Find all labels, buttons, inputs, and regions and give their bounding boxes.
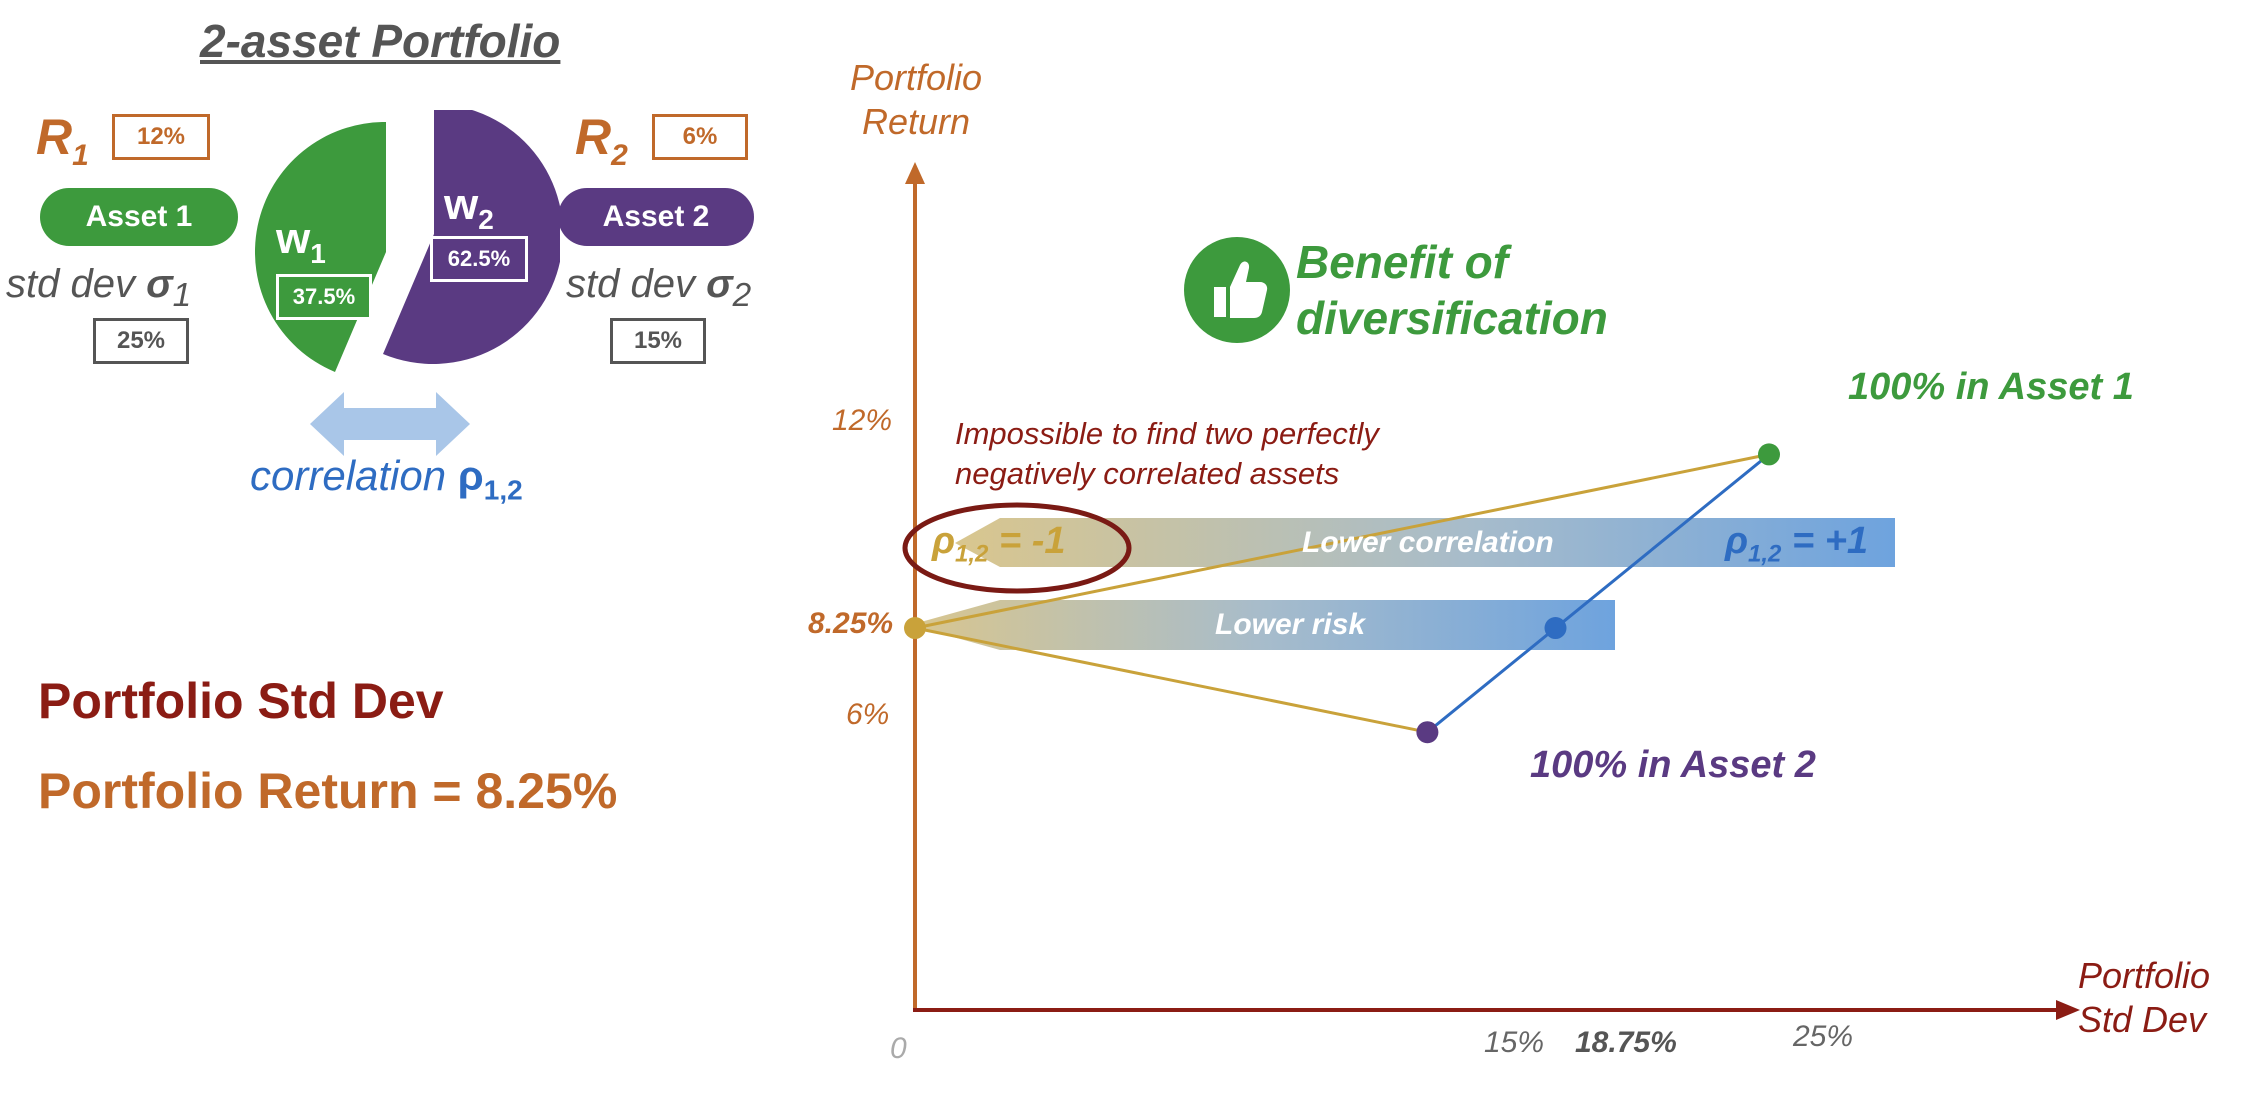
asset2-std-box: 15% — [610, 318, 706, 364]
correlation-label: correlation ρ1,2 — [250, 452, 523, 506]
asset2-return-box: 6% — [652, 114, 748, 160]
asset1-point-label: 100% in Asset 1 — [1848, 366, 2134, 408]
asset2-pill: Asset 2 — [558, 188, 754, 246]
x-tick-1875: 18.75% — [1575, 1026, 1677, 1059]
asset2-return-label: R2 — [575, 109, 628, 172]
data-point-0 — [1758, 443, 1780, 466]
y-tick-12: 12% — [832, 404, 893, 437]
asset1-return-label: R1 — [36, 109, 89, 172]
lower-risk-label: Lower risk — [1215, 608, 1366, 641]
asset1-std-box: 25% — [93, 318, 189, 364]
series-line-rho-minus-one — [914, 452, 1770, 734]
y-axis-label: Portfolio Return — [849, 57, 983, 142]
x-axis-label: Portfolio Std Dev — [2078, 955, 2211, 1040]
page-title: 2-asset Portfolio — [200, 15, 561, 67]
benefit-label: Benefit of diversification — [1296, 236, 1608, 344]
lower-correlation-arrow — [955, 518, 1895, 567]
impossible-note: Impossible to find two perfectly negative… — [955, 416, 1379, 491]
asset2-std-label: std dev σ2 — [566, 262, 752, 314]
w1-label: w1 — [276, 214, 326, 269]
rho-minus-one-label: ρ1,2 = -1 — [932, 520, 1066, 568]
x-axis-arrowhead — [2056, 1000, 2080, 1020]
lower-risk-arrow — [910, 600, 1615, 650]
y-tick-6: 6% — [846, 698, 890, 731]
w2-label: w2 — [444, 180, 494, 235]
asset1-std-label: std dev σ1 — [6, 262, 192, 314]
y-tick-825: 8.25% — [808, 607, 894, 640]
w1-value-box: 37.5% — [276, 274, 372, 320]
rho-plus-one-label: ρ1,2 = +1 — [1725, 520, 1869, 568]
data-point-1 — [1416, 721, 1439, 744]
impossible-ellipse — [902, 502, 1132, 594]
lower-correlation-label: Lower correlation — [1302, 526, 1554, 559]
portfolio-return-label: Portfolio Return = 8.25% — [38, 763, 618, 819]
x-tick-15: 15% — [1484, 1026, 1545, 1059]
asset1-return-box: 12% — [112, 114, 210, 160]
w2-value-box: 62.5% — [430, 236, 528, 282]
portfolio-std-label: Portfolio Std Dev — [38, 673, 444, 729]
asset2-point-label: 100% in Asset 2 — [1530, 744, 1816, 786]
y-axis-arrowhead — [905, 162, 925, 184]
series-line-rho-plus-one — [1426, 453, 1770, 734]
double-arrow-icon — [310, 392, 470, 456]
data-point-2 — [1544, 617, 1567, 640]
data-point-3 — [904, 617, 926, 640]
x-tick-25: 25% — [1793, 1020, 1854, 1053]
thumbs-up-icon — [1184, 237, 1290, 343]
asset1-pill: Asset 1 — [40, 188, 238, 246]
origin-label: 0 — [890, 1032, 907, 1065]
